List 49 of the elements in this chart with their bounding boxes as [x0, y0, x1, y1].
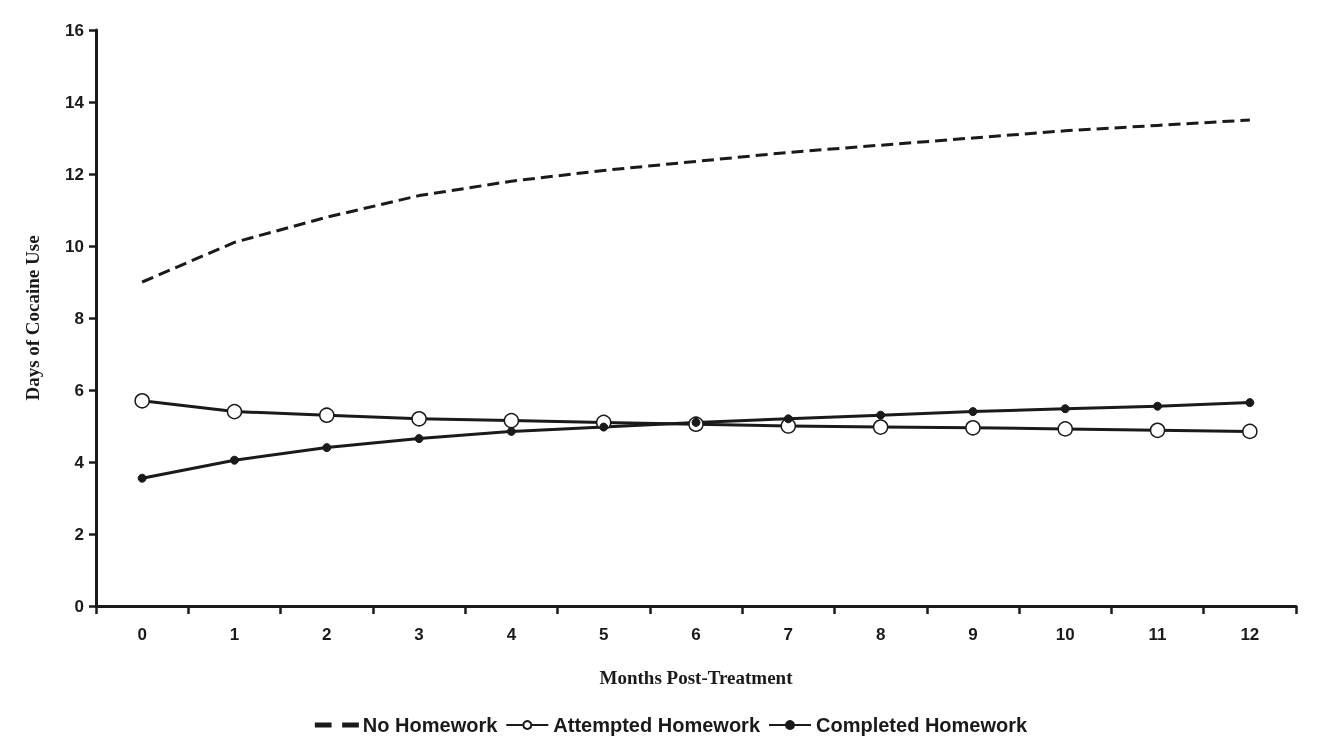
x-tick-label: 9 [968, 625, 978, 644]
y-tick-label: 0 [74, 596, 84, 616]
point [134, 393, 150, 409]
x-tick-label: 2 [322, 625, 332, 644]
x-tick-label: 6 [691, 625, 701, 644]
y-axis-title: Days of Cocaine Use [22, 235, 43, 401]
x-tick-label: 11 [1148, 625, 1167, 644]
point [226, 403, 243, 420]
x-tick-label: 5 [598, 625, 609, 644]
x-tick-label: 3 [414, 625, 424, 644]
line-series [140, 118, 1252, 284]
point [1153, 401, 1163, 411]
y-tick-label: 16 [65, 20, 84, 40]
point [965, 420, 981, 436]
point [137, 473, 147, 483]
point [876, 410, 886, 420]
point [1242, 423, 1258, 440]
point [1149, 422, 1166, 439]
point [968, 407, 978, 417]
y-tick-label: 4 [74, 452, 85, 472]
point [783, 414, 793, 424]
x-tick-label: 1 [229, 625, 240, 644]
legend-label: Completed Homework [816, 714, 1029, 736]
y-tick-label: 12 [65, 164, 84, 184]
x-tick-label: 12 [1240, 625, 1260, 644]
point [1060, 404, 1070, 414]
x-axis-title: Months Post-Treatment [599, 667, 794, 688]
x-tick-label: 8 [875, 625, 886, 644]
point [1245, 398, 1255, 408]
legend-label: Attempted Homework [553, 714, 761, 736]
y-tick-label: 2 [74, 524, 84, 544]
x-tick-label: 4 [506, 625, 517, 644]
point [506, 426, 516, 436]
point [1057, 421, 1073, 437]
point [322, 443, 332, 453]
y-tick-label: 14 [65, 92, 85, 112]
y-tick-label: 8 [74, 308, 84, 328]
point [411, 411, 427, 427]
point [229, 455, 239, 465]
y-tick-label: 10 [65, 236, 84, 256]
legend-label: No Homework [362, 714, 499, 736]
point [414, 434, 424, 444]
y-tick-label: 6 [74, 380, 84, 400]
x-tick-label: 10 [1055, 625, 1075, 644]
point [872, 419, 889, 435]
point [319, 407, 335, 423]
x-tick-label: 7 [783, 625, 794, 644]
point [503, 412, 520, 429]
x-tick-label: 0 [137, 625, 147, 644]
